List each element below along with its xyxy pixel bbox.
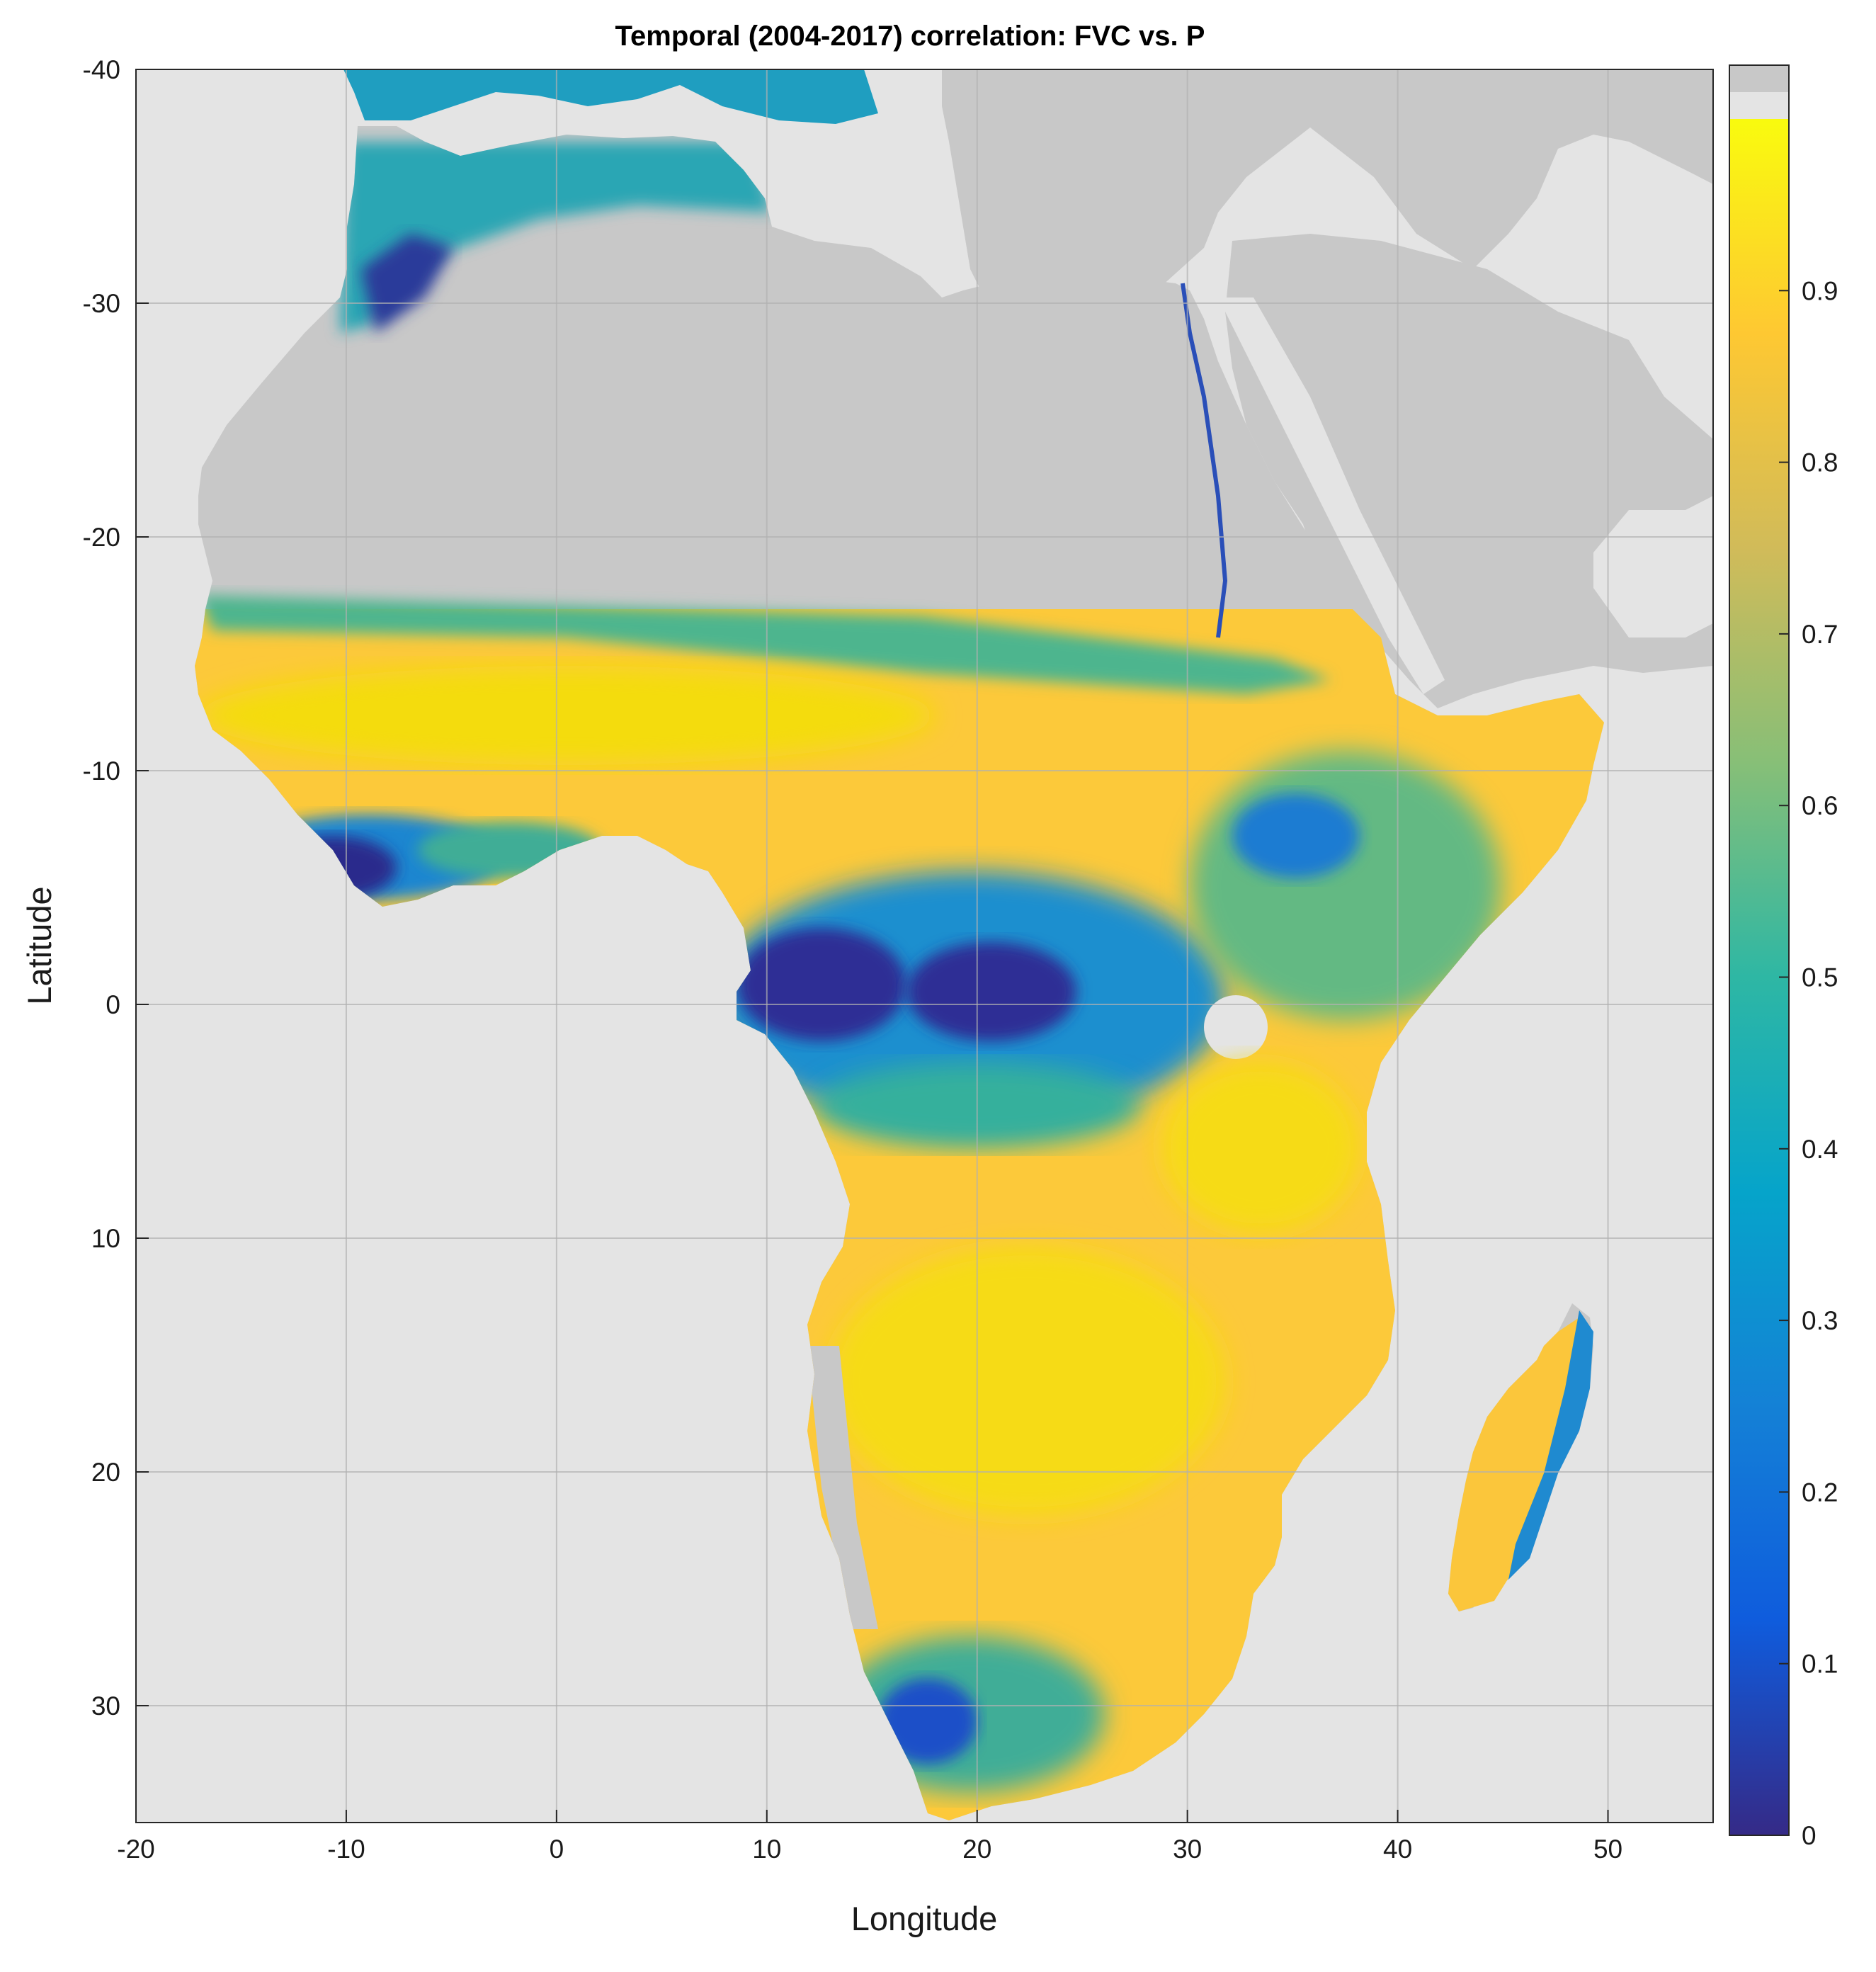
x-tick-label: 20 (962, 1835, 991, 1864)
x-tick-label: -10 (327, 1835, 365, 1864)
x-tick-label: 50 (1593, 1835, 1622, 1864)
southern-savanna-core (829, 1247, 1225, 1516)
colorbar-nodata-swatch (1729, 65, 1789, 92)
chart-title: Temporal (2004-2017) correlation: FVC vs… (615, 21, 1205, 52)
colorbar-tick-label: 0.7 (1802, 620, 1838, 649)
region-arabia (1225, 234, 1713, 708)
region-europe (343, 69, 878, 124)
plot-area (135, 69, 1714, 1823)
plot-frame (135, 69, 1714, 1823)
red-sea (1218, 298, 1445, 694)
colorbar-ticks: 0 0.1 0.2 0.3 0.4 0.5 0.6 0.7 0.8 0.9 (1779, 276, 1838, 1850)
x-tick-label: 10 (752, 1835, 781, 1864)
x-tick-label: 40 (1383, 1835, 1412, 1864)
y-tick-label: -30 (83, 289, 120, 318)
grid-lines (136, 69, 1713, 1823)
colorbar-tick-label: 0.4 (1802, 1135, 1838, 1164)
y-tick-label: 30 (91, 1692, 120, 1721)
x-tick-label: 30 (1173, 1835, 1202, 1864)
colorbar-frame (1729, 64, 1790, 1836)
y-tick-label: 10 (91, 1224, 120, 1253)
madagascar-west (1448, 1318, 1579, 1611)
y-axis-ticks: -40 -30 -20 -10 0 10 20 30 (83, 55, 149, 1721)
madagascar-east (1508, 1310, 1593, 1580)
namib-desert (807, 1346, 878, 1629)
x-axis-label: Longitude (851, 1900, 997, 1937)
colorbar-tick-label: 0.1 (1802, 1650, 1838, 1679)
maghreb-vegetation (340, 142, 772, 333)
congo-core-east (906, 942, 1076, 1041)
congo-core-west (737, 928, 906, 1041)
y-tick-label: -10 (83, 756, 120, 786)
tanzania-core (1161, 1062, 1360, 1232)
sahel-fringe (198, 595, 1331, 694)
cape-blue (878, 1679, 977, 1764)
nile-river (1181, 283, 1228, 638)
y-tick-label: 0 (106, 990, 120, 1019)
x-tick-label: -20 (117, 1835, 154, 1864)
colorbar-tick-label: 0.3 (1802, 1306, 1838, 1335)
colorbar-water-swatch (1729, 92, 1789, 119)
atlas-mountains (361, 234, 453, 333)
y-tick-label: 20 (91, 1458, 120, 1487)
lake-victoria (1204, 995, 1268, 1059)
colorbar-tick-label: 0.2 (1802, 1478, 1838, 1507)
sahel-core (198, 666, 935, 765)
y-tick-label: -20 (83, 523, 120, 552)
colorbar-tick-label: 0 (1802, 1821, 1817, 1850)
colorbar-tick-label: 0.6 (1802, 791, 1838, 820)
y-tick-label: -40 (83, 55, 120, 84)
colorbar: 0 0.1 0.2 0.3 0.4 0.5 0.6 0.7 0.8 0.9 (1729, 64, 1838, 1850)
colorbar-tick-label: 0.8 (1802, 448, 1838, 477)
colorbar-tick-label: 0.9 (1802, 276, 1838, 305)
y-axis-label: Latitude (21, 886, 58, 1004)
ethiopia-blue (1232, 793, 1360, 878)
colorbar-tick-label: 0.5 (1802, 963, 1838, 992)
x-axis-ticks: -20 -10 0 10 20 30 40 50 (117, 1810, 1622, 1864)
x-tick-label: 0 (550, 1835, 564, 1864)
